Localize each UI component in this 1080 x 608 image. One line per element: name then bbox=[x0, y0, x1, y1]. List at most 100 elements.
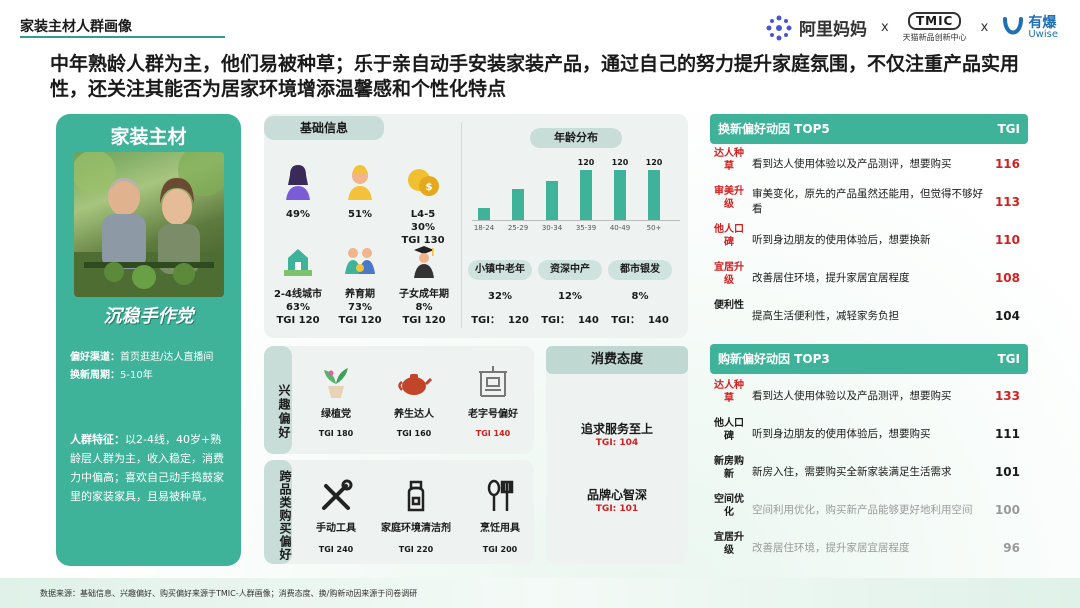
cross-panel bbox=[264, 460, 534, 564]
parenting-pct: 73% bbox=[348, 302, 372, 313]
channel-label: 偏好渠道： bbox=[70, 352, 120, 363]
uwise-logo: 有爆 Uwise bbox=[1002, 15, 1058, 41]
tmic-subtitle: 天猫新品创新中心 bbox=[902, 33, 967, 42]
renew-row: 他人口碑 听到身边朋友的使用体验后，想要换新 110 bbox=[714, 221, 1026, 259]
motive-tag: 达人种草 bbox=[714, 148, 744, 172]
interest-tgi: TGI 180 bbox=[318, 429, 354, 438]
adult-children-tgi: TGI 120 bbox=[402, 315, 446, 326]
age-chart: 18-24 25-29 30-34 120 35-39 120 40-49 120 50+ bbox=[472, 150, 680, 234]
interest-tgi: TGI 140 bbox=[475, 429, 511, 438]
attitude-tab: 消费态度 bbox=[546, 346, 688, 374]
motive-tgi: 110 bbox=[994, 233, 1020, 247]
income-level: L4-5 bbox=[410, 209, 436, 220]
purchase-row: 空间优化 空间利用优化，购买新产品能够更好地利用空间 100 bbox=[714, 491, 1026, 529]
motive-tag: 达人种草 bbox=[714, 380, 744, 404]
income-stat: $ L4-5 30% TGI 130 bbox=[400, 164, 446, 247]
spray-icon bbox=[407, 480, 425, 512]
purchase-row: 达人种草 看到达人使用体验以及产品测评，想要购买 133 bbox=[714, 377, 1026, 415]
motive-tgi: 133 bbox=[994, 389, 1020, 403]
parenting-stat: 养育期 73% TGI 120 bbox=[335, 244, 385, 327]
segment-pill-1: 资深中产 bbox=[538, 260, 602, 280]
persona-card: 家装主材 沉稳手作党 偏好渠道：首页逛逛/达人直播间 换新周期：5-10年 人群… bbox=[56, 114, 241, 566]
logo-bar: 阿里妈妈 x TMIC 天猫新品创新中心 x 有爆 Uwise bbox=[765, 12, 1058, 43]
motive-desc: 空间利用优化，购买新产品能够更好地利用空间 bbox=[752, 503, 973, 516]
female-icon bbox=[286, 165, 310, 200]
renew-row: 审美升级 审美变化，原先的产品虽然还能用，但觉得不够好看 113 bbox=[714, 183, 1026, 221]
motive-tag: 宜居升级 bbox=[714, 532, 744, 556]
age-tick-label: 50+ bbox=[646, 224, 662, 232]
couple-gardening-image bbox=[74, 152, 224, 297]
parenting-tgi: TGI 120 bbox=[338, 315, 382, 326]
tools-icon bbox=[322, 479, 353, 510]
feature-block: 人群特征：以2-4线，40岁+熟龄层人群为主，收入稳定，消费力中偏高；喜欢自己动… bbox=[70, 430, 230, 506]
segment-tgi-0: TGI： 120 bbox=[468, 311, 532, 326]
persona-photo bbox=[74, 152, 224, 297]
motive-tag: 便利性 bbox=[714, 300, 744, 311]
segment-pill-2: 都市银发 bbox=[608, 260, 672, 280]
motive-tag: 新房购新 bbox=[714, 456, 744, 480]
segment-pill-0: 小镇中老年 bbox=[468, 260, 532, 280]
age-chart-tab: 年龄分布 bbox=[530, 128, 622, 148]
motive-desc: 改善居住环境，提升家居宜居程度 bbox=[752, 541, 910, 554]
age-chart-axis bbox=[472, 220, 680, 221]
age-tick-label: 40-49 bbox=[609, 224, 631, 232]
motive-tag: 宜居升级 bbox=[714, 262, 744, 286]
uwise-cn: 有爆 bbox=[1028, 14, 1057, 31]
cross-side-label: 跨品类购买偏好 bbox=[264, 460, 292, 564]
age-bar bbox=[648, 170, 660, 220]
alimama-text: 阿里妈妈 bbox=[798, 20, 867, 40]
segment-tgi-2: TGI： 140 bbox=[608, 311, 672, 326]
cycle-value: 5-10年 bbox=[120, 370, 153, 381]
age-bar bbox=[614, 170, 626, 220]
page-title: 家装主材人群画像 bbox=[20, 19, 132, 35]
age-bar-label: 120 bbox=[645, 158, 663, 167]
interest-name: 绿植党 bbox=[321, 409, 351, 420]
age-bar bbox=[512, 189, 524, 220]
interest-name: 养生达人 bbox=[394, 409, 434, 420]
male-stat: 51% bbox=[340, 164, 380, 221]
male-pct: 51% bbox=[348, 209, 372, 220]
cross-item-0: 手动工具 TGI 240 bbox=[308, 478, 364, 556]
motive-tgi: 116 bbox=[994, 157, 1020, 171]
purchase-row: 宜居升级 改善居住环境，提升家居宜居程度 96 bbox=[714, 529, 1026, 567]
graduate-icon bbox=[414, 246, 434, 278]
plant-icon bbox=[324, 368, 348, 398]
title-underline bbox=[20, 36, 225, 38]
cross-name: 手动工具 bbox=[316, 523, 356, 534]
headline: 中年熟龄人群为主，他们易被种草；乐于亲自动手安装家装产品，通过自己的努力提升家庭… bbox=[50, 53, 1020, 100]
age-tick-label: 18-24 bbox=[473, 224, 495, 232]
interest-tgi: TGI 160 bbox=[396, 429, 432, 438]
tmic-text: TMIC bbox=[907, 12, 962, 30]
attitude-item-0: 追求服务至上 bbox=[580, 422, 653, 436]
motive-desc: 听到身边朋友的使用体验后，想要购买 bbox=[752, 427, 931, 440]
attitude-panel bbox=[546, 346, 688, 564]
female-pct: 49% bbox=[286, 209, 310, 220]
footer-strip bbox=[0, 578, 1080, 608]
renew-row: 宜居升级 改善居住环境，提升家居宜居程度 108 bbox=[714, 259, 1026, 297]
alimama-icon bbox=[766, 15, 792, 40]
purchase-row: 新房购新 新房入住，需要购买全新家装满足生活需求 101 bbox=[714, 453, 1026, 491]
motive-tgi: 104 bbox=[994, 309, 1020, 323]
age-bar bbox=[478, 208, 490, 220]
purchase-tgi-head: TGI bbox=[997, 352, 1021, 366]
feature-text: 以2-4线，40岁+熟龄层人群为主，收入稳定，消费力中偏高；喜欢自己动手捣鼓家里… bbox=[70, 433, 224, 503]
attitude-tgi-0: TGI: 104 bbox=[595, 438, 639, 448]
cross-tgi: TGI 240 bbox=[318, 545, 354, 554]
interest-name: 老字号偏好 bbox=[468, 409, 518, 420]
segment-pct-1: 12% bbox=[558, 291, 582, 302]
tmic-logo: TMIC 天猫新品创新中心 bbox=[903, 12, 967, 43]
city-stat: 2-4线城市 63% TGI 120 bbox=[270, 244, 326, 327]
cross-name: 家庭环境清洁剂 bbox=[381, 523, 451, 534]
adult-children-stat: 子女成年期 8% TGI 120 bbox=[393, 244, 455, 327]
income-tgi: TGI 130 bbox=[401, 235, 445, 246]
renew-title: 换新偏好动因 TOP5 bbox=[718, 122, 830, 136]
interest-item-1: 养生达人 TGI 160 bbox=[388, 364, 440, 440]
city-tgi: TGI 120 bbox=[276, 315, 320, 326]
cross-tgi: TGI 220 bbox=[398, 545, 434, 554]
motive-tgi: 111 bbox=[994, 427, 1020, 441]
cross-item-1: 家庭环境清洁剂 TGI 220 bbox=[374, 478, 458, 556]
feature-label: 人群特征： bbox=[70, 433, 125, 446]
adult-children-pct: 8% bbox=[415, 302, 433, 313]
age-bar-label: 120 bbox=[577, 158, 595, 167]
motive-desc: 看到达人使用体验以及产品测评，想要购买 bbox=[752, 389, 952, 402]
